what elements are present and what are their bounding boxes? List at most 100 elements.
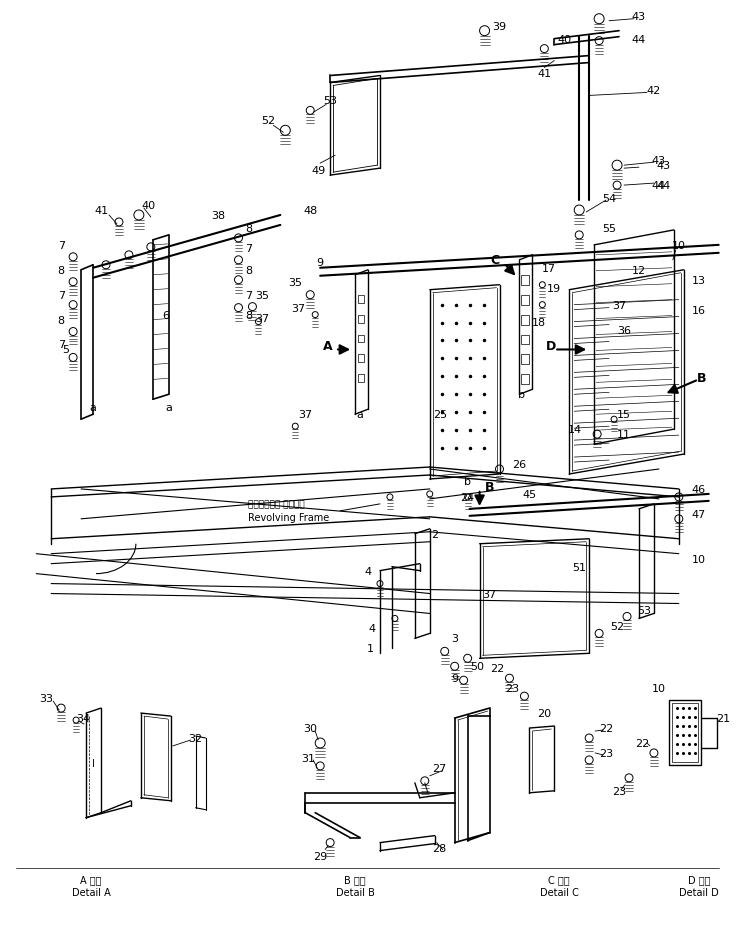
Text: b: b	[464, 477, 471, 486]
Text: 34: 34	[76, 714, 90, 723]
Text: 49: 49	[311, 166, 325, 176]
Text: 31: 31	[301, 753, 315, 763]
Text: 15: 15	[617, 410, 631, 420]
Text: 43: 43	[632, 11, 646, 22]
Text: 28: 28	[433, 843, 447, 852]
Text: 30: 30	[303, 723, 317, 733]
Text: Detail C: Detail C	[539, 887, 579, 898]
Text: A: A	[324, 340, 333, 353]
Text: 38: 38	[212, 211, 226, 221]
Text: 43: 43	[652, 156, 666, 166]
Text: 52: 52	[262, 116, 276, 126]
Text: 26: 26	[512, 460, 526, 469]
Text: 45: 45	[523, 489, 537, 499]
Text: 55: 55	[602, 224, 616, 234]
Text: 51: 51	[572, 562, 586, 572]
Text: 18: 18	[532, 317, 546, 328]
Text: 39: 39	[492, 22, 506, 32]
Text: 22: 22	[599, 723, 613, 733]
Text: 41: 41	[537, 68, 551, 78]
Text: 4: 4	[368, 624, 376, 633]
Bar	[358, 335, 364, 343]
Text: 47: 47	[691, 510, 706, 519]
Text: 11: 11	[617, 430, 631, 440]
Text: B: B	[485, 480, 495, 494]
Text: a: a	[166, 403, 172, 413]
Text: 22: 22	[635, 738, 649, 749]
Text: 17: 17	[542, 263, 556, 274]
Text: 44: 44	[657, 181, 671, 191]
Text: 9: 9	[451, 673, 458, 683]
Text: D 詳細: D 詳細	[688, 874, 710, 885]
Text: 33: 33	[39, 694, 53, 703]
Text: 7: 7	[57, 291, 65, 300]
Text: 13: 13	[692, 276, 706, 285]
Text: 43: 43	[657, 161, 671, 171]
Text: C: C	[490, 254, 499, 267]
Text: 36: 36	[617, 325, 631, 335]
Text: 37: 37	[298, 410, 312, 420]
Text: 32: 32	[189, 733, 203, 743]
Text: 7: 7	[57, 241, 65, 250]
Text: 9: 9	[317, 258, 324, 267]
Text: a: a	[90, 403, 97, 413]
Text: 10: 10	[692, 554, 706, 565]
Text: 37: 37	[483, 589, 497, 598]
Text: 40: 40	[557, 35, 571, 44]
Text: 19: 19	[548, 283, 562, 294]
Text: 10: 10	[672, 241, 686, 250]
Text: 1: 1	[366, 644, 374, 653]
Text: 53: 53	[323, 96, 337, 107]
Text: 35: 35	[256, 291, 270, 300]
Text: 48: 48	[303, 206, 318, 216]
Text: 8: 8	[57, 265, 65, 276]
Bar	[358, 355, 364, 363]
Text: 2: 2	[431, 530, 439, 539]
Text: 37: 37	[612, 300, 626, 311]
Text: 46: 46	[692, 484, 706, 495]
Text: 8: 8	[245, 265, 252, 276]
Text: 54: 54	[602, 194, 616, 204]
Text: 14: 14	[568, 425, 582, 434]
Text: 52: 52	[610, 622, 624, 632]
Text: 16: 16	[692, 305, 706, 315]
Text: 37: 37	[255, 313, 270, 323]
Text: 44: 44	[632, 35, 646, 44]
Text: I: I	[91, 758, 94, 768]
Text: レボルビング フレーム: レボルビング フレーム	[248, 500, 305, 509]
Text: 23: 23	[612, 786, 626, 796]
Bar	[521, 276, 529, 285]
Text: 4: 4	[364, 566, 371, 576]
Text: 10: 10	[652, 683, 666, 694]
Text: 37: 37	[291, 303, 305, 313]
Text: 40: 40	[142, 201, 156, 211]
Bar	[669, 700, 701, 765]
Text: 27: 27	[433, 763, 447, 773]
Text: 41: 41	[94, 206, 108, 216]
Text: 35: 35	[288, 278, 302, 287]
Text: 22: 22	[490, 664, 505, 673]
Text: 7: 7	[245, 244, 252, 254]
Bar	[521, 355, 529, 365]
Bar	[521, 335, 529, 346]
Text: 24: 24	[461, 493, 475, 502]
Bar	[521, 295, 529, 305]
Text: Detail D: Detail D	[679, 887, 719, 898]
Text: 42: 42	[647, 86, 661, 96]
Text: 29: 29	[313, 851, 327, 861]
Text: Detail A: Detail A	[71, 887, 111, 898]
Text: a: a	[357, 410, 363, 420]
Text: 12: 12	[632, 265, 646, 276]
Text: A 詳細: A 詳細	[80, 874, 102, 885]
Text: Revolving Frame: Revolving Frame	[248, 513, 329, 522]
Bar	[358, 315, 364, 323]
Text: 20: 20	[537, 708, 551, 718]
Text: 8: 8	[245, 311, 252, 320]
Text: 50: 50	[471, 662, 485, 671]
Text: 8: 8	[245, 224, 252, 234]
Text: C 詳細: C 詳細	[548, 874, 570, 885]
Text: 3: 3	[451, 633, 458, 644]
Bar	[358, 375, 364, 383]
Text: D: D	[546, 340, 556, 353]
Text: 53: 53	[637, 606, 651, 615]
